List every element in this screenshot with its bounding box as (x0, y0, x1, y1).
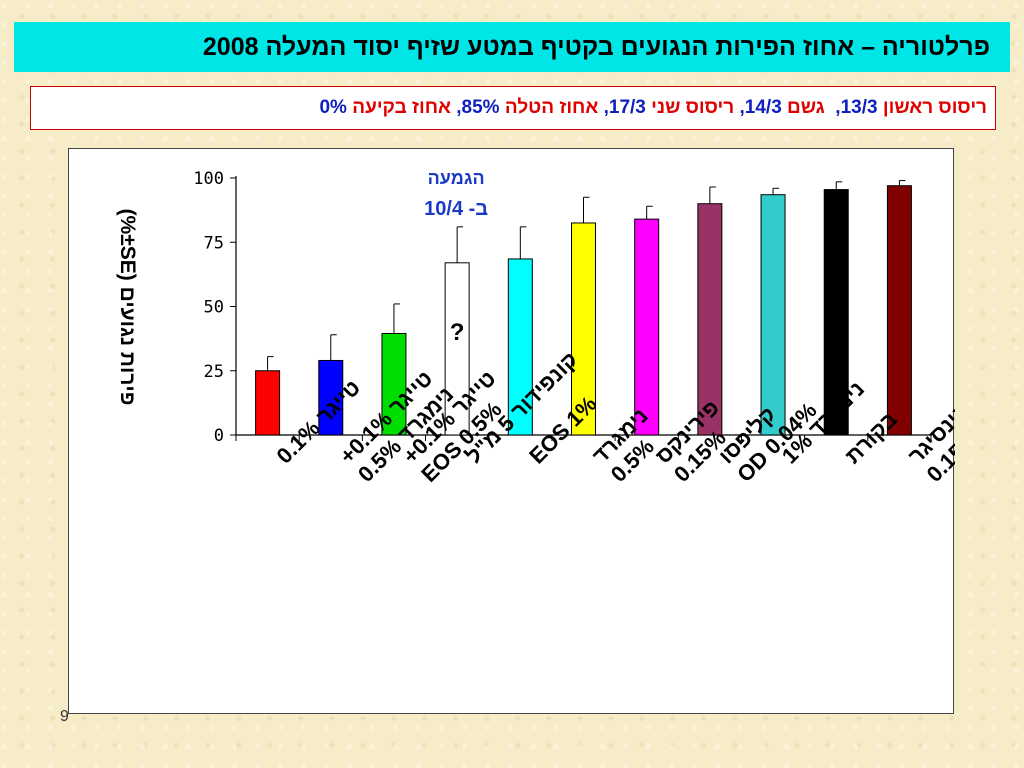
bar (507, 258, 533, 436)
bar (697, 203, 723, 436)
bar (444, 262, 470, 436)
y-axis-label: פירות נגועים (SE±%) (116, 209, 139, 406)
treatment-schedule-box: ריסוס ראשון 13/3, גשם 14/3, ריסוס שני 17… (30, 86, 996, 130)
y-tick-label: 0 (214, 426, 224, 446)
bar (634, 218, 660, 436)
drench-date-annotation: ב- 10/4 (424, 198, 488, 220)
bar (823, 189, 849, 436)
bar (571, 222, 596, 436)
bar (760, 194, 786, 436)
bar (381, 332, 407, 436)
hatching-value: 0% (319, 97, 347, 118)
chart-panel: 0 25 50 75 100 טייגר 0.1% טייגר 0.1%+נימגרד 0.… (68, 148, 955, 714)
y-tick-label: 25 (204, 362, 224, 382)
drench-annotation: הגמעה (428, 168, 485, 188)
x-tick-label: בקורת (840, 407, 902, 469)
y-tick-label: 50 (204, 298, 224, 318)
y-tick-label: 100 (193, 169, 224, 189)
first-spray-label: ריסוס ראשון (882, 97, 987, 118)
hatching-label: אחוז בקיעה (352, 97, 451, 118)
rain-date: 14/3 (744, 97, 782, 118)
second-spray-label: ריסוס שני (651, 97, 735, 118)
bar (886, 185, 912, 436)
y-tick-label: 75 (204, 233, 224, 253)
bar (255, 370, 281, 436)
second-spray-date: 17/3 (608, 97, 646, 118)
first-spray-date: 13/3 (840, 97, 878, 118)
slide-title-bar: פרלטוריה – אחוז הפירות הנגועים בקטיף במט… (14, 22, 1010, 72)
question-mark-annotation: ? (450, 319, 465, 346)
slide-title: פרלטוריה – אחוז הפירות הנגועים בקטיף במט… (202, 32, 990, 61)
page-number: 9 (60, 708, 69, 725)
laying-value: 85% (461, 97, 500, 118)
rain-label: גשם (787, 97, 825, 118)
laying-label: אחוז הטלה (504, 97, 599, 118)
